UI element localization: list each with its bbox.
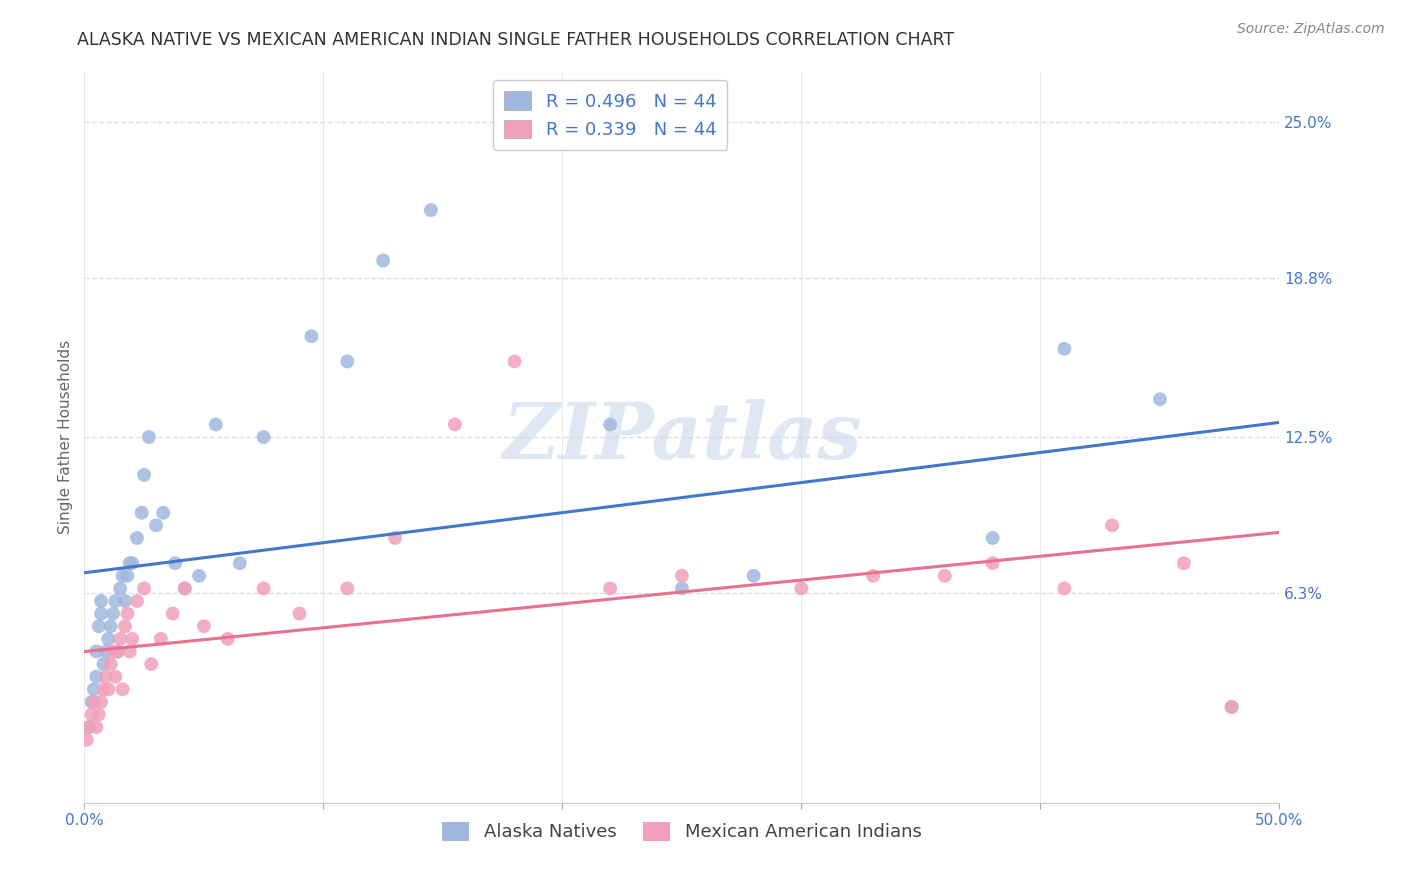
Point	[87, 707, 110, 722]
Point	[86, 670, 108, 684]
Point	[87, 619, 110, 633]
Point	[165, 556, 187, 570]
Point	[114, 619, 136, 633]
Point	[373, 253, 395, 268]
Point	[1053, 342, 1076, 356]
Point	[145, 518, 167, 533]
Text: ALASKA NATIVE VS MEXICAN AMERICAN INDIAN SINGLE FATHER HOUSEHOLDS CORRELATION CH: ALASKA NATIVE VS MEXICAN AMERICAN INDIAN…	[77, 31, 955, 49]
Point	[1149, 392, 1171, 407]
Point	[100, 657, 122, 671]
Point	[217, 632, 239, 646]
Y-axis label: Single Father Households: Single Father Households	[58, 340, 73, 534]
Point	[981, 531, 1004, 545]
Point	[101, 644, 124, 658]
Point	[1173, 556, 1195, 570]
Point	[193, 619, 215, 633]
Point	[111, 682, 134, 697]
Legend: Alaska Natives, Mexican American Indians: Alaska Natives, Mexican American Indians	[434, 814, 929, 848]
Point	[1101, 518, 1123, 533]
Point	[599, 582, 621, 596]
Point	[599, 417, 621, 432]
Point	[104, 670, 127, 684]
Point	[104, 594, 127, 608]
Point	[114, 594, 136, 608]
Point	[86, 720, 108, 734]
Point	[90, 607, 112, 621]
Point	[671, 569, 693, 583]
Point	[188, 569, 211, 583]
Point	[94, 670, 117, 684]
Point	[110, 632, 132, 646]
Text: ZIPatlas: ZIPatlas	[502, 399, 862, 475]
Point	[253, 582, 276, 596]
Point	[110, 582, 132, 596]
Point	[1053, 582, 1076, 596]
Point	[149, 632, 172, 646]
Point	[125, 531, 148, 545]
Point	[107, 644, 129, 658]
Point	[336, 582, 359, 596]
Point	[80, 695, 103, 709]
Point	[229, 556, 252, 570]
Point	[111, 569, 134, 583]
Point	[117, 569, 139, 583]
Point	[384, 531, 406, 545]
Point	[86, 644, 108, 658]
Point	[981, 556, 1004, 570]
Point	[742, 569, 765, 583]
Point	[77, 720, 100, 734]
Point	[100, 619, 122, 633]
Point	[141, 657, 163, 671]
Point	[173, 582, 195, 596]
Point	[173, 582, 195, 596]
Point	[90, 695, 112, 709]
Point	[336, 354, 359, 368]
Point	[83, 695, 105, 709]
Point	[131, 506, 153, 520]
Point	[301, 329, 323, 343]
Point	[101, 607, 124, 621]
Point	[94, 644, 117, 658]
Point	[132, 467, 156, 482]
Point	[152, 506, 174, 520]
Point	[107, 644, 129, 658]
Point	[671, 582, 693, 596]
Point	[97, 632, 120, 646]
Point	[97, 682, 120, 697]
Point	[288, 607, 311, 621]
Point	[80, 707, 103, 722]
Point	[253, 430, 276, 444]
Point	[162, 607, 184, 621]
Point	[862, 569, 884, 583]
Text: Source: ZipAtlas.com: Source: ZipAtlas.com	[1237, 22, 1385, 37]
Point	[76, 732, 98, 747]
Point	[1220, 700, 1243, 714]
Point	[125, 594, 148, 608]
Point	[118, 644, 141, 658]
Point	[138, 430, 160, 444]
Point	[934, 569, 956, 583]
Point	[93, 682, 115, 697]
Point	[1220, 700, 1243, 714]
Point	[117, 607, 139, 621]
Point	[77, 720, 100, 734]
Point	[121, 556, 143, 570]
Point	[93, 657, 115, 671]
Point	[118, 556, 141, 570]
Point	[503, 354, 526, 368]
Point	[444, 417, 467, 432]
Point	[205, 417, 228, 432]
Point	[90, 594, 112, 608]
Point	[121, 632, 143, 646]
Point	[132, 582, 156, 596]
Point	[420, 203, 443, 218]
Point	[790, 582, 813, 596]
Point	[83, 682, 105, 697]
